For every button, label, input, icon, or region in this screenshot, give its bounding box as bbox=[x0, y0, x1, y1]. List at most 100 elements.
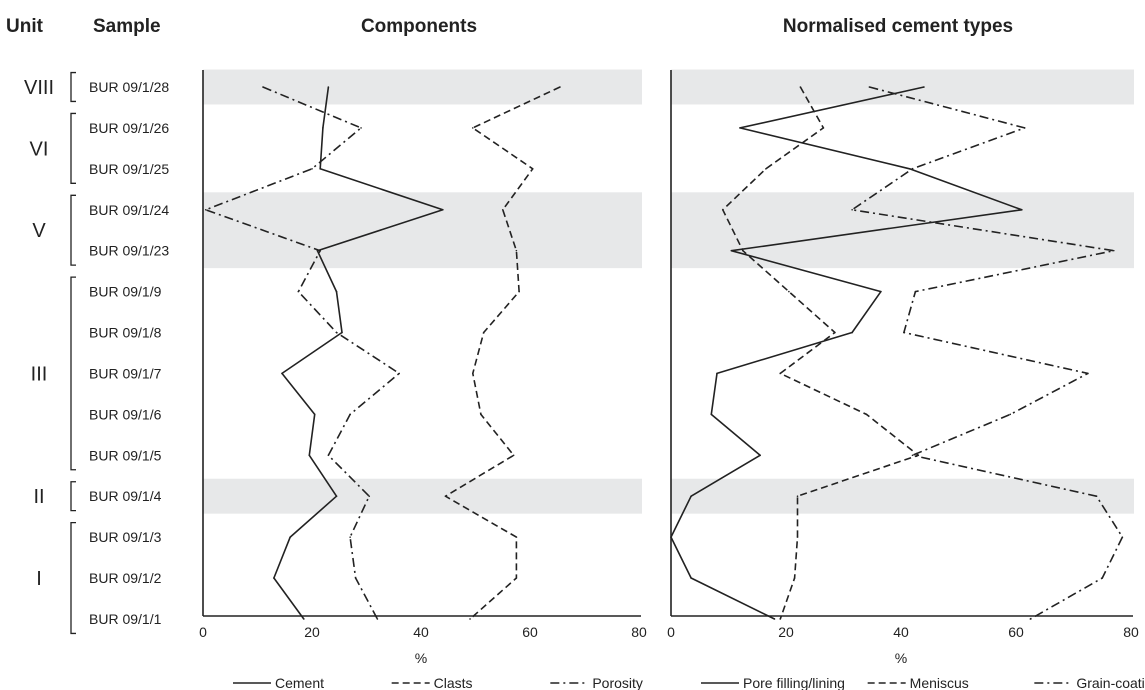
sample-label-bur-09-1-9: BUR 09/1/9 bbox=[89, 284, 162, 300]
point-porosity-8 bbox=[349, 413, 351, 416]
point-clasts-10 bbox=[444, 495, 447, 498]
point-porosity-1 bbox=[360, 127, 362, 129]
point-clasts-8 bbox=[480, 413, 482, 416]
unit-band-ii-0 bbox=[203, 478, 642, 514]
point-meniscus-10 bbox=[796, 495, 799, 498]
point-porosity-3 bbox=[204, 208, 207, 211]
x-tick-label-0-80: 80 bbox=[631, 624, 647, 640]
unit-band-v-1 bbox=[671, 192, 1134, 269]
point-grain-coating-7 bbox=[1087, 372, 1089, 375]
point-clasts-2 bbox=[531, 168, 534, 170]
point-grain-coating-13 bbox=[1029, 618, 1032, 620]
unit-bracket-i bbox=[70, 522, 76, 635]
cement-types-panel: 0 20 40 60 80% bbox=[667, 70, 1139, 666]
point-meniscus-8 bbox=[865, 413, 868, 416]
unit-band-viii-0 bbox=[203, 69, 642, 105]
sample-column: BUR 09/1/28 BUR 09/1/26 BUR 09/1/25 BUR 09/… bbox=[89, 79, 169, 627]
unit-label-v: V bbox=[32, 220, 46, 242]
point-clasts-5 bbox=[518, 290, 520, 293]
point-clasts-4 bbox=[515, 249, 518, 252]
point-porosity-12 bbox=[354, 577, 357, 579]
point-pore-filling-lining-7 bbox=[716, 372, 718, 375]
point-cement-11 bbox=[289, 536, 292, 538]
point-porosity-2 bbox=[311, 168, 313, 170]
point-porosity-0 bbox=[262, 86, 264, 88]
x-tick-label-1-0: 0 bbox=[667, 624, 675, 640]
unit-bracket-viii bbox=[70, 71, 76, 103]
series-line-clasts bbox=[444, 86, 561, 620]
point-cement-6 bbox=[341, 331, 343, 334]
unit-label-viii: VIII bbox=[24, 77, 54, 99]
unit-bands bbox=[203, 69, 1134, 514]
point-cement-9 bbox=[308, 454, 311, 457]
x-tick-label-0-0: 0 bbox=[199, 624, 207, 640]
x-tick-label-1-60: 60 bbox=[1008, 624, 1024, 640]
point-pore-filling-lining-5 bbox=[880, 290, 882, 293]
point-pore-filling-lining-2 bbox=[908, 168, 911, 170]
point-clasts-0 bbox=[559, 86, 561, 88]
point-grain-coating-12 bbox=[1101, 577, 1104, 579]
unit-label-ii: II bbox=[33, 486, 44, 508]
components-legend: Cement Clasts Porosity bbox=[233, 675, 643, 690]
sample-label-bur-09-1-6: BUR 09/1/6 bbox=[89, 406, 162, 422]
sample-label-bur-09-1-8: BUR 09/1/8 bbox=[89, 325, 162, 341]
point-cement-12 bbox=[273, 577, 275, 579]
point-clasts-13 bbox=[469, 618, 471, 620]
point-clasts-9 bbox=[512, 454, 515, 457]
point-grain-coating-1 bbox=[1023, 127, 1026, 129]
point-grain-coating-9 bbox=[911, 454, 914, 457]
point-porosity-5 bbox=[297, 290, 300, 293]
sample-label-bur-09-1-7: BUR 09/1/7 bbox=[89, 365, 162, 381]
point-meniscus-2 bbox=[765, 168, 767, 170]
point-cement-2 bbox=[319, 168, 321, 170]
sample-label-bur-09-1-25: BUR 09/1/25 bbox=[89, 161, 169, 177]
point-meniscus-13 bbox=[779, 618, 782, 620]
point-pore-filling-lining-0 bbox=[923, 86, 925, 88]
point-porosity-7 bbox=[398, 372, 401, 375]
sample-label-bur-09-1-2: BUR 09/1/2 bbox=[89, 570, 162, 586]
unit-bracket-v bbox=[70, 194, 76, 266]
x-tick-label-0-20: 20 bbox=[304, 624, 320, 640]
point-meniscus-1 bbox=[822, 127, 825, 129]
components-panel: 0 20 40 60 80% bbox=[199, 70, 647, 666]
point-cement-13 bbox=[303, 618, 305, 620]
point-pore-filling-lining-10 bbox=[690, 495, 692, 498]
point-porosity-13 bbox=[376, 618, 379, 620]
unit-band-v-0 bbox=[203, 192, 642, 269]
point-porosity-9 bbox=[327, 454, 330, 457]
point-meniscus-12 bbox=[793, 577, 796, 579]
point-meniscus-0 bbox=[799, 86, 802, 88]
sample-label-bur-09-1-5: BUR 09/1/5 bbox=[89, 447, 162, 463]
x-axis-label-0: % bbox=[415, 650, 427, 666]
series-line-grain-coating bbox=[851, 86, 1124, 620]
point-cement-5 bbox=[335, 290, 338, 293]
point-meniscus-4 bbox=[742, 249, 744, 252]
point-meniscus-3 bbox=[721, 208, 724, 211]
point-clasts-3 bbox=[501, 208, 504, 211]
point-cement-8 bbox=[313, 413, 316, 416]
sample-label-bur-09-1-23: BUR 09/1/23 bbox=[89, 243, 169, 259]
point-grain-coating-5 bbox=[914, 290, 917, 293]
sample-label-bur-09-1-4: BUR 09/1/4 bbox=[89, 488, 162, 504]
point-meniscus-7 bbox=[779, 372, 782, 375]
point-clasts-12 bbox=[515, 577, 518, 579]
x-tick-label-1-40: 40 bbox=[893, 624, 909, 640]
legend-label-porosity: Porosity bbox=[592, 675, 643, 690]
point-grain-coating-0 bbox=[868, 86, 871, 88]
point-cement-7 bbox=[281, 372, 283, 375]
point-pore-filling-lining-8 bbox=[710, 413, 713, 416]
series-line-cement bbox=[273, 86, 444, 620]
cement-types-legend: Pore filling/lining Meniscus Grain-coating bbox=[701, 675, 1145, 690]
point-cement-10 bbox=[335, 495, 338, 498]
point-pore-filling-lining-4 bbox=[730, 249, 733, 252]
point-cement-3 bbox=[442, 208, 444, 211]
series-line-porosity bbox=[204, 86, 401, 620]
legend-label-clasts: Clasts bbox=[434, 675, 473, 690]
unit-label-vi: VI bbox=[30, 138, 49, 160]
unit-label-iii: III bbox=[31, 363, 48, 385]
point-pore-filling-lining-1 bbox=[739, 127, 741, 129]
point-grain-coating-4 bbox=[1112, 249, 1115, 252]
point-grain-coating-8 bbox=[1009, 413, 1012, 416]
